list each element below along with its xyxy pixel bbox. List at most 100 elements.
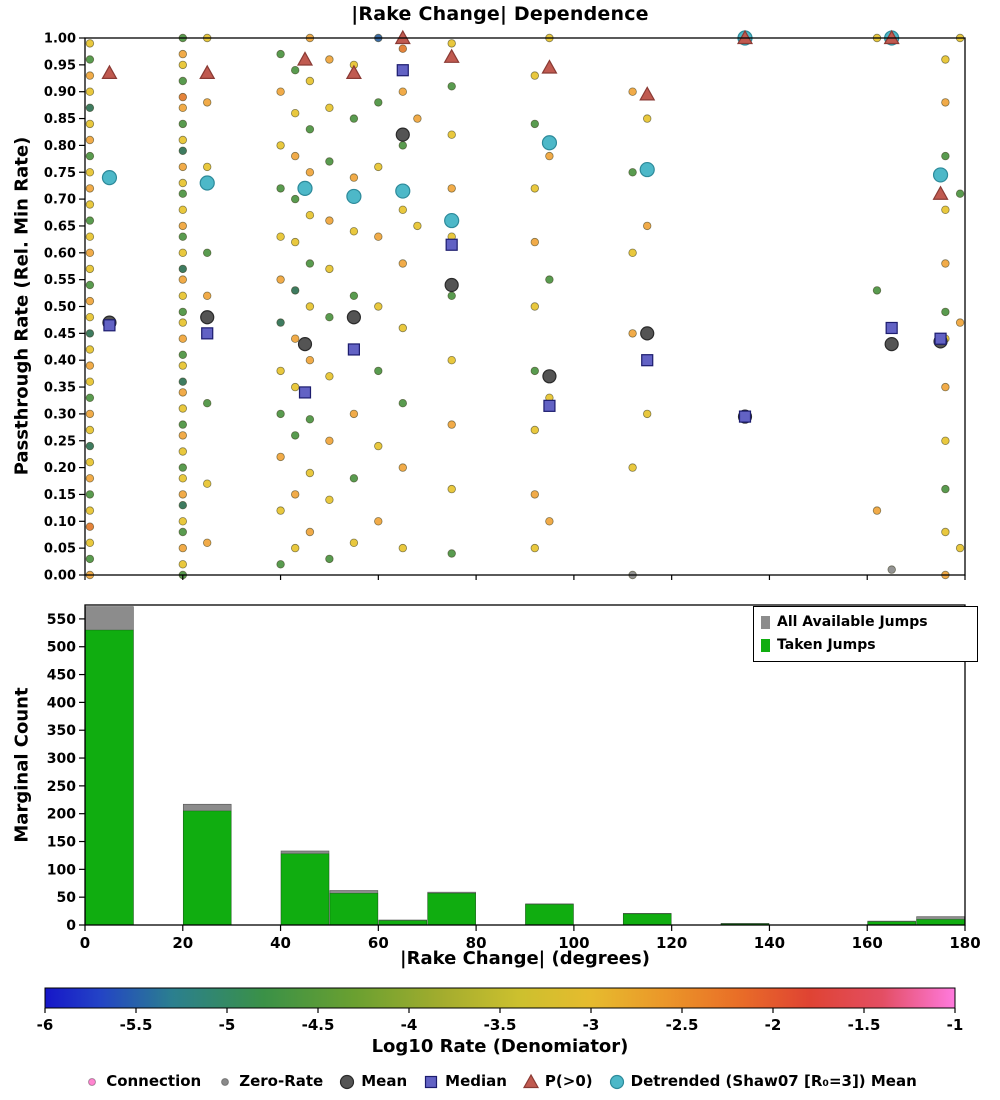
colorbar-label: Log10 Rate (Denomiator) — [371, 1036, 629, 1057]
svg-text:0.15: 0.15 — [44, 488, 76, 503]
bar-taken — [280, 853, 330, 926]
svg-text:0.80: 0.80 — [44, 139, 76, 154]
square-marker-icon — [425, 1075, 438, 1088]
circle-marker-icon — [340, 1074, 355, 1089]
bar-taken — [182, 810, 232, 926]
svg-text:450: 450 — [47, 668, 76, 684]
svg-text:0.70: 0.70 — [44, 193, 76, 208]
legend-item-triangle: P(>0) — [522, 1072, 593, 1090]
legend-item-label: P(>0) — [544, 1072, 593, 1090]
histogram-y-axis-label: Marginal Count — [11, 687, 33, 843]
legend-item-label: Connection — [106, 1072, 202, 1090]
svg-text:0: 0 — [66, 918, 76, 934]
dot-small-marker-icon — [221, 1077, 230, 1086]
bottom-marker-legend: Connection Zero-Rate Mean Median P(>0) Detren… — [0, 1072, 1000, 1090]
detrended-series — [101, 30, 949, 229]
svg-text:0.05: 0.05 — [44, 542, 76, 557]
legend-item-square: Median — [422, 1072, 507, 1090]
colorbar-ticks: -6 -5.5 -5 -4.5 -4 -3.5 -3 -2.5 -2 -1.5 -1 — [37, 1008, 964, 1034]
svg-text:0.20: 0.20 — [44, 461, 76, 476]
median-series — [103, 64, 947, 423]
histogram-panel: 0 50 100 150 200 250 300 350 400 450 500 550 0 20 40 60… — [47, 604, 981, 952]
svg-text:-3.5: -3.5 — [484, 1016, 517, 1034]
svg-text:550: 550 — [47, 612, 76, 628]
bar-taken — [329, 892, 379, 926]
svg-text:0.65: 0.65 — [44, 219, 76, 234]
svg-text:100: 100 — [47, 862, 76, 878]
rate-points — [85, 33, 965, 580]
svg-text:1.00: 1.00 — [44, 32, 76, 47]
legend-item-circle: Detrended (Shaw07 [R₀=3]) Mean — [608, 1072, 917, 1090]
svg-text:0.30: 0.30 — [44, 407, 76, 422]
bar-taken — [378, 920, 428, 926]
svg-text:0: 0 — [80, 934, 90, 952]
svg-text:-5: -5 — [219, 1016, 236, 1034]
svg-text:140: 140 — [754, 934, 785, 952]
svg-text:0.50: 0.50 — [44, 300, 76, 315]
svg-text:0.10: 0.10 — [44, 515, 76, 530]
svg-text:0.60: 0.60 — [44, 246, 76, 261]
svg-text:350: 350 — [47, 723, 76, 739]
legend-entry-available: All Available Jumps — [761, 611, 970, 634]
legend-item-circle: Mean — [338, 1072, 407, 1090]
legend-item-label: Median — [445, 1072, 507, 1090]
svg-text:0.25: 0.25 — [44, 434, 76, 449]
svg-text:40: 40 — [270, 934, 291, 952]
colorbar: -6 -5.5 -5 -4.5 -4 -3.5 -3 -2.5 -2 -1.5 -1 — [37, 987, 964, 1034]
svg-text:0.35: 0.35 — [44, 381, 76, 396]
legend-entry-taken: Taken Jumps — [761, 634, 970, 657]
svg-text:0.95: 0.95 — [44, 58, 76, 73]
bar-taken — [427, 892, 476, 926]
svg-text:300: 300 — [47, 751, 76, 767]
svg-text:0.85: 0.85 — [44, 112, 76, 127]
svg-text:-4: -4 — [401, 1016, 418, 1034]
x-axis-label: |Rake Change| (degrees) — [400, 948, 650, 969]
svg-text:200: 200 — [47, 807, 76, 823]
legend-item-label: Zero-Rate — [239, 1072, 324, 1090]
histogram-x-ticks: 0 20 40 60 80 100 120 140 160 180 — [80, 925, 981, 952]
svg-text:-3: -3 — [583, 1016, 600, 1034]
chart-title: |Rake Change| Dependence — [351, 3, 649, 25]
svg-text:-1: -1 — [947, 1016, 964, 1034]
svg-text:400: 400 — [47, 695, 76, 711]
svg-text:80: 80 — [466, 934, 487, 952]
taken-swatch-icon — [761, 639, 770, 652]
svg-text:500: 500 — [47, 640, 76, 656]
svg-text:0.00: 0.00 — [44, 569, 76, 584]
available-swatch-icon — [761, 616, 770, 629]
svg-text:180: 180 — [949, 934, 980, 952]
svg-text:100: 100 — [558, 934, 589, 952]
mean-series — [102, 127, 948, 424]
svg-text:120: 120 — [656, 934, 687, 952]
legend-label: Taken Jumps — [777, 637, 876, 653]
legend-item-dot-small: Zero-Rate — [216, 1072, 323, 1090]
dot-small-marker-icon — [88, 1077, 97, 1086]
svg-text:160: 160 — [852, 934, 883, 952]
svg-text:20: 20 — [172, 934, 193, 952]
histogram-y-ticks: 0 50 100 150 200 250 300 350 400 450 500 550 — [47, 612, 85, 934]
bar-taken — [85, 629, 134, 926]
svg-text:-2: -2 — [765, 1016, 782, 1034]
svg-text:0.55: 0.55 — [44, 273, 76, 288]
scatter-y-ticks: 0.00 0.05 0.10 0.15 0.20 0.25 0.30 0.35 0.40 0.45… — [44, 32, 85, 584]
legend-label: All Available Jumps — [777, 614, 928, 630]
svg-text:0.40: 0.40 — [44, 354, 76, 369]
svg-text:0.75: 0.75 — [44, 166, 76, 181]
bar-taken — [916, 919, 965, 926]
scatter-y-axis-label: Passthrough Rate (Rel. Min Rate) — [11, 136, 33, 476]
svg-text:-4.5: -4.5 — [302, 1016, 335, 1034]
svg-text:0.45: 0.45 — [44, 327, 76, 342]
legend-item-label: Detrended (Shaw07 [R₀=3]) Mean — [630, 1072, 917, 1090]
svg-text:150: 150 — [47, 835, 76, 851]
circle-marker-icon — [609, 1074, 624, 1089]
svg-text:-5.5: -5.5 — [120, 1016, 153, 1034]
svg-text:50: 50 — [57, 890, 77, 906]
svg-text:-2.5: -2.5 — [666, 1016, 699, 1034]
svg-text:-1.5: -1.5 — [848, 1016, 881, 1034]
svg-text:0.90: 0.90 — [44, 85, 76, 100]
scatter-panel: 0.00 0.05 0.10 0.15 0.20 0.25 0.30 0.35 0.40 0.45… — [44, 29, 966, 584]
legend-item-dot-small: Connection — [83, 1072, 201, 1090]
triangle-marker-icon — [522, 1073, 539, 1088]
